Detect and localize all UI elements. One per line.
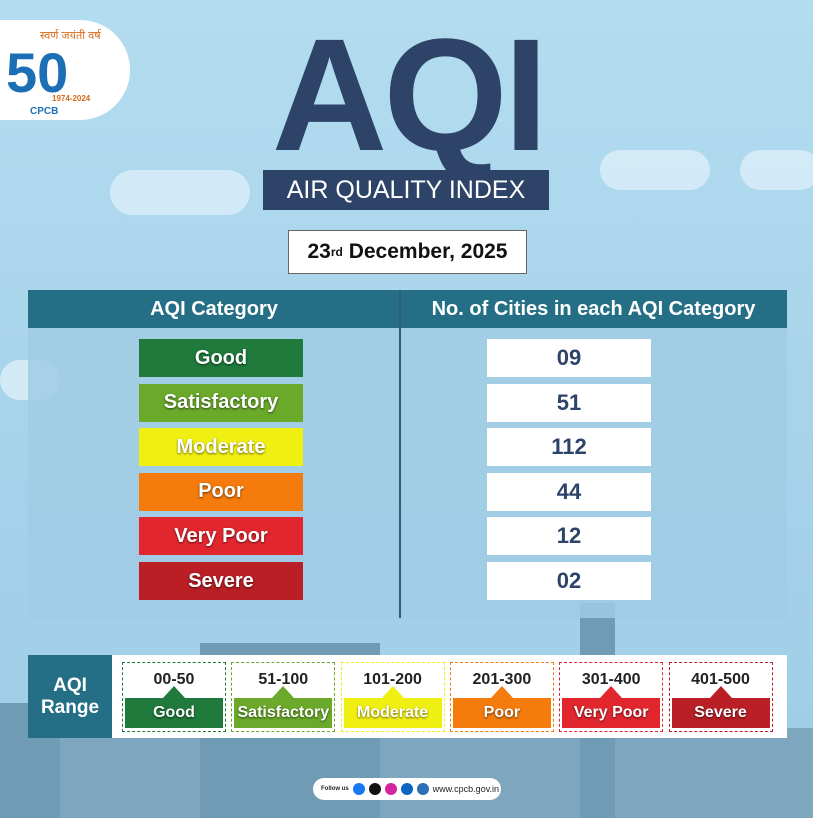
- category-pill: Very Poor: [139, 517, 303, 556]
- range-cell: 51-100 Satisfactory: [231, 662, 336, 732]
- pointer: [600, 686, 623, 698]
- footer: Follow us www.cpcb.gov.in: [313, 778, 501, 800]
- logo-org: CPCB: [30, 106, 59, 117]
- cloud: [740, 150, 813, 190]
- column-header: AQI Category: [150, 297, 278, 320]
- category-pill: Severe: [139, 562, 303, 600]
- facebook-icon[interactable]: [352, 783, 365, 795]
- city-count: 51: [487, 383, 651, 422]
- range-label: Good: [125, 698, 223, 728]
- logo-years: 1974-2024: [52, 94, 91, 103]
- category-pill: Satisfactory: [139, 383, 303, 422]
- date-suffix: rd: [330, 245, 343, 259]
- range-cell: 301-400 Very Poor: [559, 662, 664, 732]
- city-count: 02: [487, 562, 651, 600]
- pointer: [709, 686, 732, 698]
- linkedin-icon[interactable]: [400, 783, 413, 795]
- subtitle: AIR QUALITY INDEX: [263, 170, 549, 210]
- column-header: No. of Cities in each AQI Category: [431, 297, 756, 320]
- range-value: 201-300: [472, 671, 532, 688]
- city-count: 112: [487, 428, 651, 467]
- range-label: Very Poor: [562, 698, 661, 728]
- range-cell: 101-200 Moderate: [340, 662, 445, 732]
- range-value: 101-200: [363, 671, 422, 688]
- city-count: 09: [487, 339, 651, 377]
- logo: स्वर्ण जयंती वर्ष 50 1974-2024 CPCB: [0, 20, 130, 120]
- pointer: [490, 686, 513, 698]
- range-label: Moderate: [343, 698, 442, 728]
- category-pill: Good: [139, 339, 303, 377]
- pointer: [163, 686, 185, 698]
- cloud: [110, 170, 250, 215]
- range-cell: 401-500 Severe: [668, 662, 773, 732]
- range-title: AQI Range: [28, 655, 112, 738]
- cloud: [600, 150, 710, 190]
- title: AQI: [271, 5, 548, 184]
- category-pill: Poor: [139, 472, 303, 511]
- follow-text: Follow us: [321, 786, 349, 792]
- web-icon[interactable]: [416, 783, 429, 795]
- range-label: Severe: [671, 698, 770, 728]
- date-day: 23: [307, 240, 331, 263]
- website[interactable]: www.cpcb.gov.in: [432, 784, 500, 794]
- x-icon[interactable]: [368, 783, 381, 795]
- logo-number: 50: [6, 41, 69, 104]
- range-value: 51-100: [258, 671, 309, 688]
- table-header: [28, 290, 787, 328]
- divider: [399, 290, 401, 618]
- range-value: 401-500: [691, 671, 750, 688]
- category-pill: Moderate: [139, 428, 303, 467]
- range-value: 301-400: [581, 671, 641, 688]
- pointer: [272, 686, 295, 698]
- range-cell: 201-300 Poor: [449, 662, 554, 732]
- pointer: [381, 686, 404, 698]
- city: [0, 728, 813, 818]
- instagram-icon[interactable]: [384, 783, 397, 795]
- range-label: Poor: [452, 698, 551, 728]
- date-rest: December, 2025: [348, 240, 508, 263]
- range-cell: 00-50 Good: [122, 662, 226, 732]
- range-label: Satisfactory: [234, 698, 333, 728]
- range-value: 00-50: [153, 671, 195, 688]
- city-count: 44: [487, 472, 651, 511]
- logo-tagline: स्वर्ण जयंती वर्ष: [40, 30, 101, 42]
- city-count: 12: [487, 517, 651, 556]
